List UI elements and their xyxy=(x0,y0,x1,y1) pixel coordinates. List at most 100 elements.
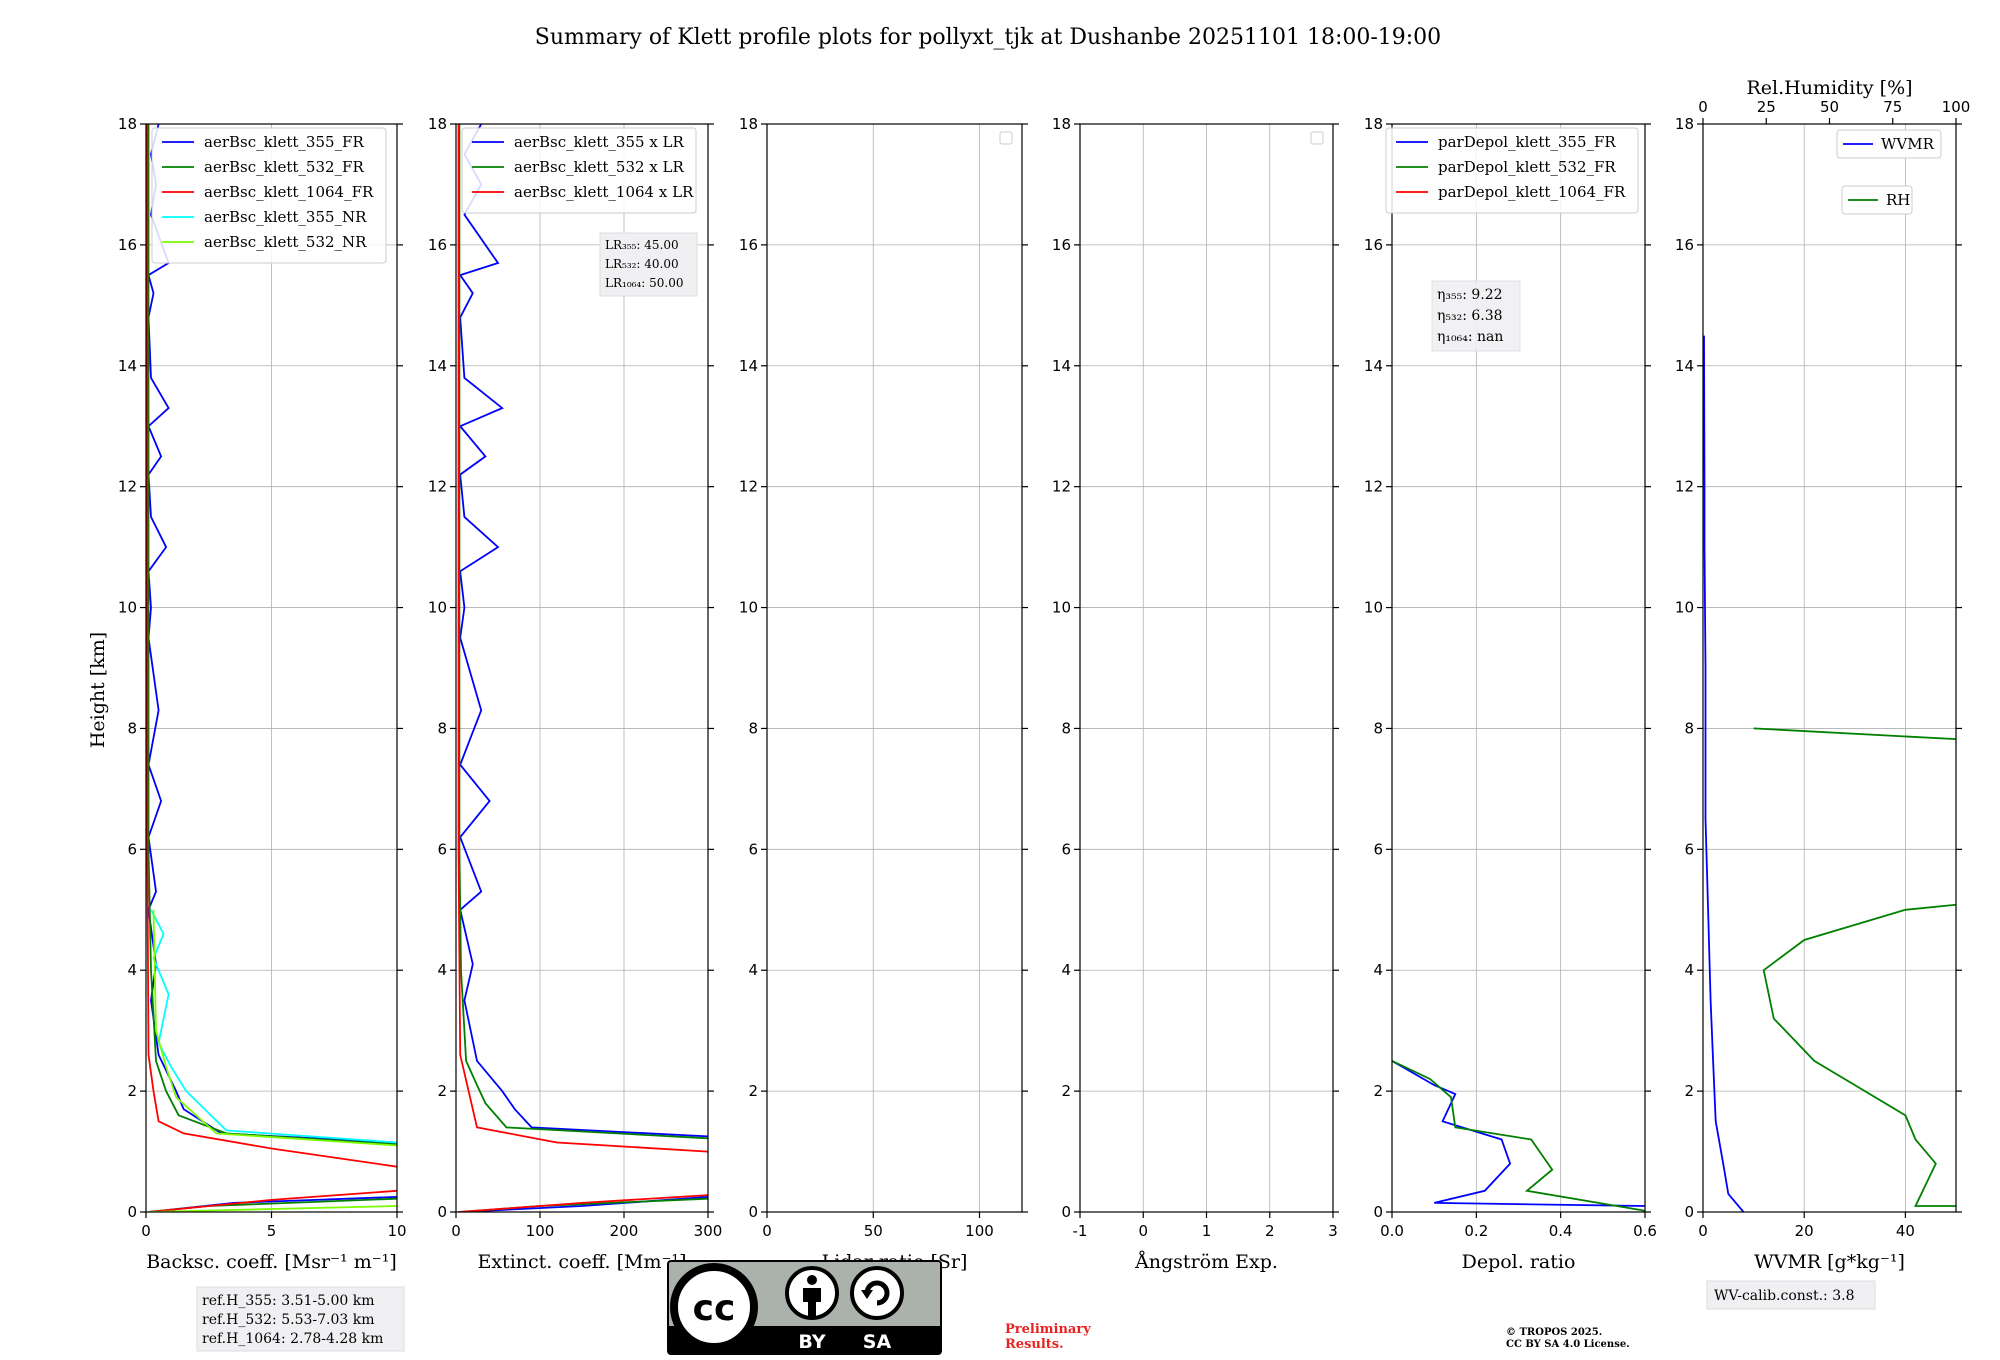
y-tick-label: 16 xyxy=(1364,236,1383,254)
series-line-RH xyxy=(1753,727,1956,1207)
y-tick-label: 0 xyxy=(1061,1203,1071,1221)
legend: WVMR RH xyxy=(1836,129,1942,215)
copyright-note: © TROPOS 2025. CC BY SA 4.0 License. xyxy=(1506,1327,1630,1351)
series-line-WVMR xyxy=(1703,335,1745,1212)
preliminary-results-note: Preliminary Results. xyxy=(1005,1322,1091,1352)
preliminary-line-2: Results. xyxy=(1005,1337,1064,1352)
x-axis-label: WVMR [g*kg⁻¹] xyxy=(1754,1251,1905,1273)
y-tick-label: 18 xyxy=(1052,115,1071,133)
y-tick-label: 16 xyxy=(118,236,137,254)
wv-calib-box: WV-calib.const.: 3.8 xyxy=(1706,1280,1876,1310)
eta-1064: η₁₀₆₄: nan xyxy=(1437,329,1503,345)
y-tick-label: 16 xyxy=(1052,236,1071,254)
legend-label: RH xyxy=(1886,191,1910,209)
axes-frame xyxy=(1702,123,1957,1213)
y-tick-label: 14 xyxy=(1675,357,1694,375)
legend: aerBsc_klett_355_FR aerBsc_klett_532_FRae… xyxy=(151,127,387,264)
y-tick-label: 18 xyxy=(1364,115,1383,133)
ref-height-355: ref.H_355: 3.51-5.00 km xyxy=(202,1293,375,1309)
y-tick-label: 2 xyxy=(748,1082,758,1100)
lr-1064: LR₁₀₆₄: 50.00 xyxy=(605,276,683,290)
top-x-axis-label: Rel.Humidity [%] xyxy=(1746,77,1912,99)
x-axis-label: Extinct. coeff. [Mm⁻¹] xyxy=(477,1251,686,1273)
wv-calib-const: WV-calib.const.: 3.8 xyxy=(1714,1288,1854,1304)
legend-label: aerBsc_klett_1064_FR xyxy=(204,183,374,201)
y-tick-label: 2 xyxy=(1373,1082,1383,1100)
empty-legend-box xyxy=(999,131,1013,145)
preliminary-line-1: Preliminary xyxy=(1005,1322,1091,1337)
legend-frame xyxy=(1836,129,1942,159)
depol-eta-box: η₃₅₅: 9.22 η₅₃₂: 6.38 η₁₀₆₄: nan xyxy=(1431,280,1521,352)
axes-frame xyxy=(766,123,1023,1213)
legend-label: aerBsc_klett_355_FR xyxy=(204,133,364,151)
series-line-aerBsc_klett_1064_FR xyxy=(146,124,397,1212)
x-tick-label: 1 xyxy=(1202,1222,1212,1240)
y-tick-label: 6 xyxy=(1373,840,1383,858)
x-tick-label: 2 xyxy=(1265,1222,1275,1240)
legend-label: parDepol_klett_355_FR xyxy=(1438,133,1616,151)
cc-icon-label: cc xyxy=(693,1288,736,1329)
y-tick-label: 2 xyxy=(1684,1082,1694,1100)
y-tick-label: 10 xyxy=(428,599,447,617)
y-tick-label: 6 xyxy=(1061,840,1071,858)
panel-depolarization: 0 2 4 6 8 10 12 14 16 18 0.0 0.2 0.4 0.6 Depol. ratio p… xyxy=(1364,115,1657,1273)
copyright-line-2: CC BY SA 4.0 License. xyxy=(1506,1339,1630,1350)
y-tick-label: 4 xyxy=(1061,961,1071,979)
panel-lidar_ratio: 024681012141618050100Lidar ratio [Sr] xyxy=(739,115,1028,1273)
x-tick-label: 5 xyxy=(267,1222,277,1240)
x-tick-label: 50 xyxy=(864,1222,883,1240)
legend: parDepol_klett_355_FR parDepol_klett_532_… xyxy=(1385,127,1639,214)
y-tick-label: 16 xyxy=(428,236,447,254)
y-tick-label: 14 xyxy=(739,357,758,375)
y-tick-label: 4 xyxy=(127,961,137,979)
y-tick-label: 12 xyxy=(118,478,137,496)
y-tick-label: 16 xyxy=(1675,236,1694,254)
x-tick-label: 100 xyxy=(526,1222,555,1240)
x-tick-label: 0 xyxy=(1698,1222,1708,1240)
figure-title: Summary of Klett profile plots for polly… xyxy=(535,25,1441,50)
lr-355: LR₃₅₅: 45.00 xyxy=(605,238,679,252)
y-tick-label: 0 xyxy=(1684,1203,1694,1221)
by-label: BY xyxy=(798,1331,825,1353)
series-line-aerBsc_klett_1064 x LR xyxy=(457,124,708,1212)
legend-label: parDepol_klett_532_FR xyxy=(1438,158,1616,176)
top-x-tick-label: 100 xyxy=(1942,98,1971,116)
y-tick-label: 2 xyxy=(1061,1082,1071,1100)
y-axis-label: Height [km] xyxy=(87,632,109,748)
legend-label: aerBsc_klett_1064 x LR xyxy=(514,183,694,201)
y-tick-label: 18 xyxy=(428,115,447,133)
x-tick-label: 40 xyxy=(1896,1222,1915,1240)
x-tick-label: 0.0 xyxy=(1380,1222,1404,1240)
legend-frame xyxy=(461,127,697,214)
y-tick-label: 2 xyxy=(437,1082,447,1100)
x-tick-label: 0 xyxy=(762,1222,772,1240)
y-tick-label: 10 xyxy=(1364,599,1383,617)
series-group xyxy=(146,124,397,1212)
legend-label: aerBsc_klett_355 x LR xyxy=(514,133,685,151)
y-tick-label: 14 xyxy=(1364,357,1383,375)
series-line-aerBsc_klett_355_FR xyxy=(147,124,397,1212)
top-x-tick-label: 50 xyxy=(1820,98,1839,116)
panel-backscatter: 0 2 4 6 8 10 12 14 16 18 0 5 10 Backsc. coeff. [Msr⁻¹… xyxy=(118,115,407,1273)
eta-355: η₃₅₅: 9.22 xyxy=(1437,287,1503,303)
x-axis-label: Backsc. coeff. [Msr⁻¹ m⁻¹] xyxy=(146,1251,397,1273)
y-tick-label: 6 xyxy=(437,840,447,858)
legend-label: aerBsc_klett_355_NR xyxy=(204,208,367,226)
y-tick-label: 18 xyxy=(1675,115,1694,133)
legend-label: WVMR xyxy=(1881,135,1935,153)
ref-height-box: ref.H_355: 3.51-5.00 km ref.H_532: 5.53-… xyxy=(196,1286,405,1352)
top-x-tick-label: 25 xyxy=(1757,98,1776,116)
x-tick-label: 20 xyxy=(1795,1222,1814,1240)
cc-by-sa-license-badge: cc BY SA xyxy=(667,1260,942,1355)
legend: aerBsc_klett_355 x LR aerBsc_klett_532 x … xyxy=(461,127,697,214)
y-tick-label: 2 xyxy=(127,1082,137,1100)
y-tick-label: 8 xyxy=(748,719,758,737)
empty-legend-box xyxy=(1310,131,1324,145)
x-tick-label: 0.2 xyxy=(1464,1222,1488,1240)
axes-frame xyxy=(455,123,709,1213)
y-tick-label: 18 xyxy=(118,115,137,133)
series-group xyxy=(457,124,708,1212)
legend-label: aerBsc_klett_532_NR xyxy=(204,233,367,251)
